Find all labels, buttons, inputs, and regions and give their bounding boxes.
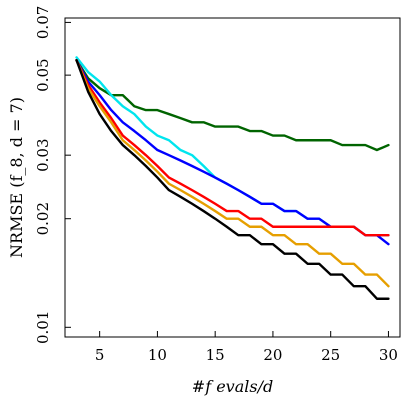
- y-axis-ticks: 0.01 0.02 0.03 0.05 0.07: [34, 6, 71, 344]
- x-tick-label: 25: [321, 346, 340, 364]
- y-tick-label: 0.05: [34, 58, 52, 91]
- plot-frame: [64, 17, 401, 338]
- x-tick-label: 5: [95, 346, 105, 364]
- x-tick-label: 20: [263, 346, 282, 364]
- series-line-3: [75, 59, 390, 246]
- x-axis-ticks: 5 10 15 20 25 30: [95, 331, 398, 364]
- x-axis-title: #f evals/d: [192, 377, 273, 396]
- series-line-4: [75, 59, 390, 237]
- series-line-6: [75, 59, 390, 300]
- x-axis-label: #f evals/d: [192, 377, 273, 396]
- x-tick-label: 10: [148, 346, 167, 364]
- series-line-5: [75, 59, 390, 288]
- series-line-1: [75, 59, 390, 152]
- y-axis-label: NRMSE (f_8, d = 7): [7, 97, 26, 258]
- series-layer: [75, 56, 390, 300]
- x-tick-label: 15: [206, 346, 225, 364]
- y-tick-label: 0.02: [34, 202, 52, 235]
- y-tick-label: 0.01: [34, 311, 52, 344]
- x-tick-label: 30: [379, 346, 398, 364]
- y-tick-label: 0.07: [34, 6, 52, 39]
- y-axis-title: NRMSE (f_8, d = 7): [7, 97, 26, 258]
- y-tick-label: 0.03: [34, 138, 52, 171]
